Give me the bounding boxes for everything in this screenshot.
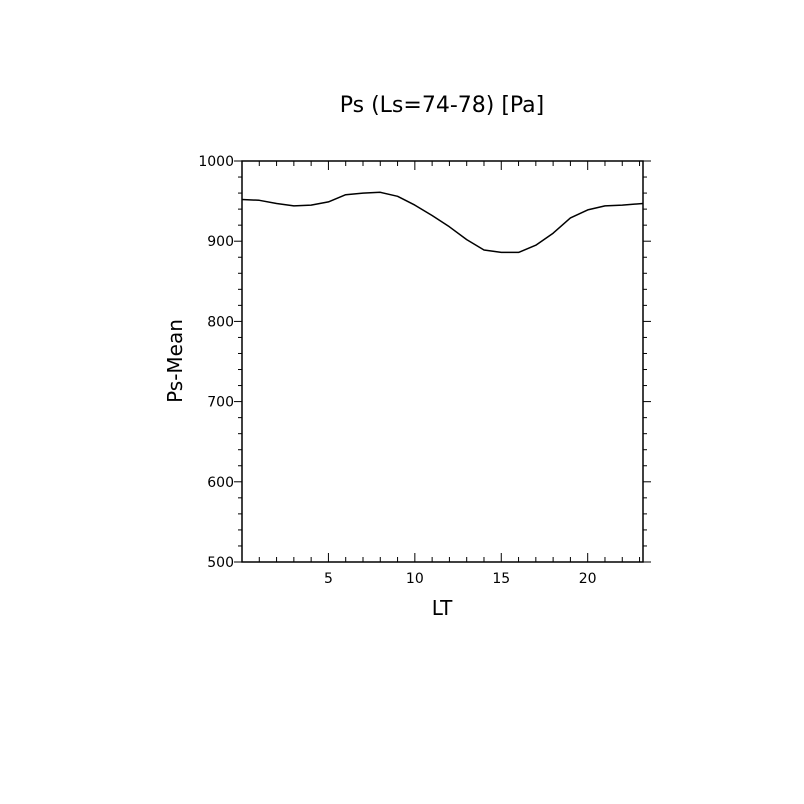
plot-frame [241,160,644,563]
chart-title: Ps (Ls=74-78) [Pa] [340,93,545,118]
x-axis-label: LT [432,596,453,620]
x-tick-label: 5 [324,571,333,587]
x-tick-label: 15 [492,571,510,587]
series-group [241,191,644,254]
y-tick-label: 1000 [198,154,234,170]
y-tick-label: 600 [207,475,234,491]
y-tick-label: 700 [207,395,234,411]
series-line [241,191,644,254]
axis-ticks [234,160,651,563]
y-tick-label: 800 [207,314,234,330]
x-tick-label: 20 [579,571,597,587]
y-tick-label: 900 [207,234,234,250]
y-tick-label: 500 [207,555,234,571]
tick-labels: 5 10 15 20 500 600 700 800 900 1000 [198,154,596,587]
y-axis-label: Ps-Mean [163,319,187,403]
x-tick-label: 10 [406,571,424,587]
